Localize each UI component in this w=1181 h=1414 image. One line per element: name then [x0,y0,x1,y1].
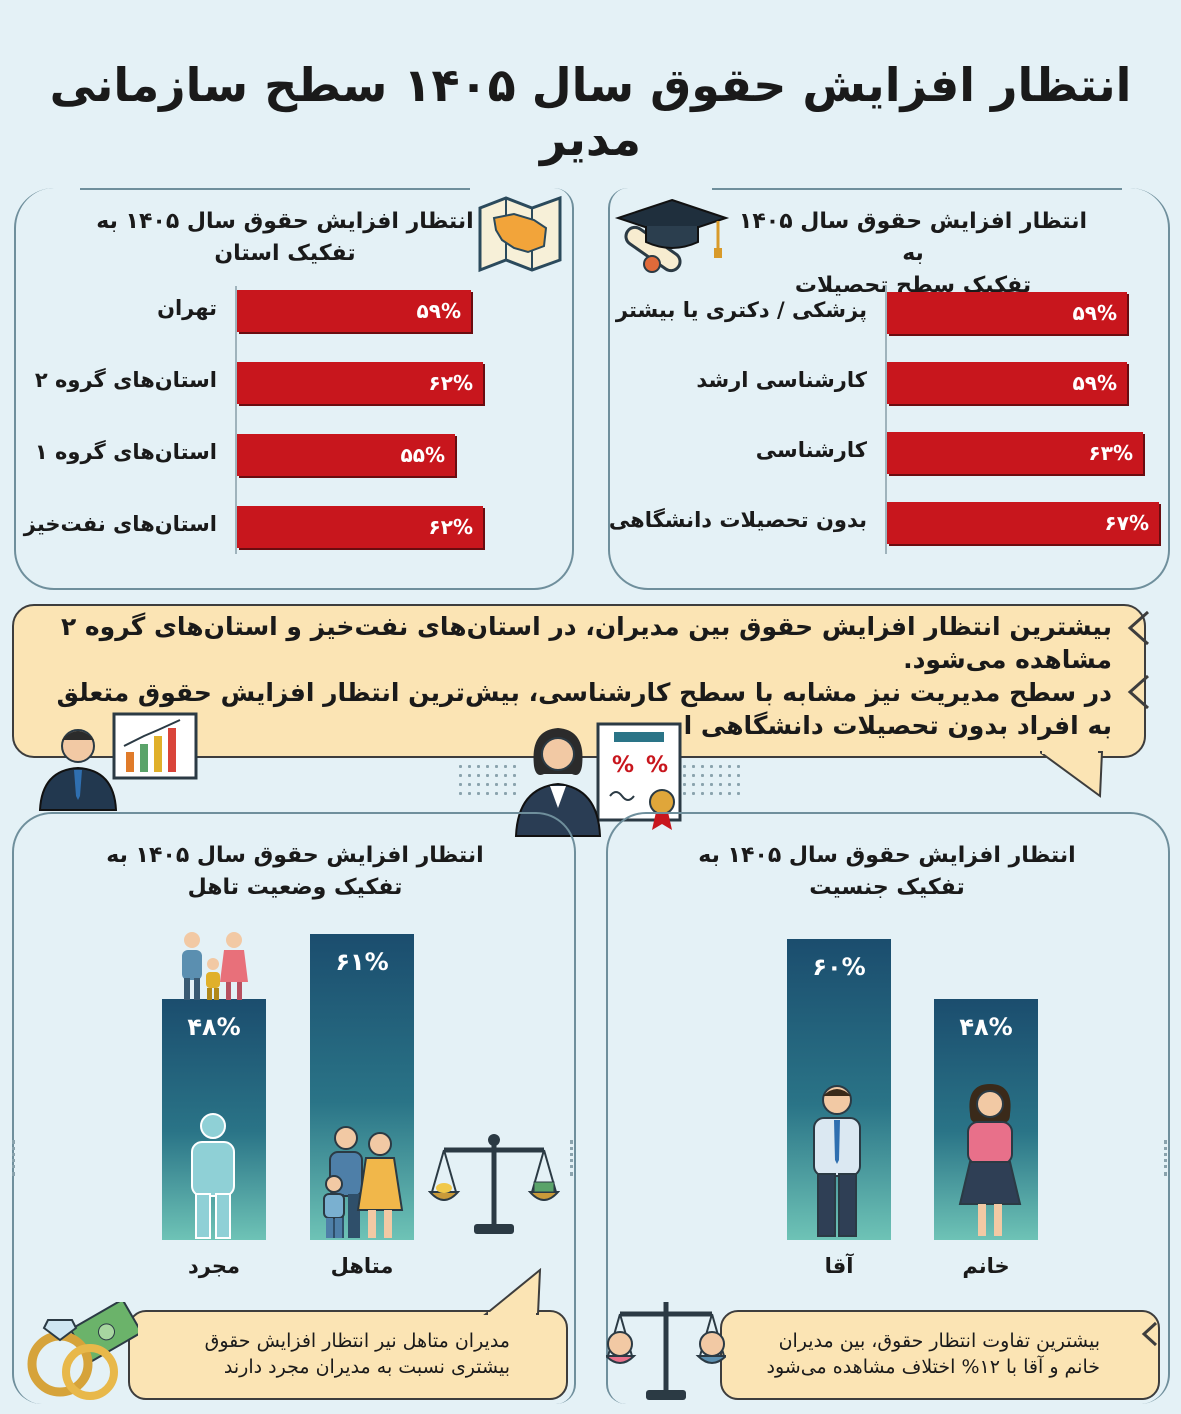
chevron-left-icon [1127,610,1149,646]
svg-text:%: % [612,753,634,778]
education-category-label: کارشناسی ارشد [696,368,867,392]
marital-bar-value: ۴۸% [187,1013,241,1041]
province-title-rule [80,188,470,190]
education-bar-value: ۵۹% [1072,301,1117,325]
province-bar: ۶۲% [237,362,483,404]
gender-category-label: آقا [824,1254,854,1278]
marital-note-text: مدیران متاهل نیر انتظار افزایش حقوق بیشت… [204,1330,510,1378]
marital-category-label: مجرد [188,1254,240,1278]
province-bar: ۵۵% [237,434,455,476]
province-bar: ۶۲% [237,506,483,548]
gender-category-label: خانم [962,1254,1010,1278]
province-bar-value: ۶۲% [428,515,473,539]
education-bar: ۶۳% [887,432,1143,474]
dotted-divider [570,1140,576,1176]
gender-note [720,1310,1160,1400]
education-bar: ۵۹% [887,362,1127,404]
education-title-rule [712,188,1122,190]
page-title: انتظار افزایش حقوق سال ۱۴۰۵ سطح سازمانی … [49,58,1132,166]
callout-paragraph-1: بیشترین انتظار افزایش حقوق بین مدیران، د… [60,612,1112,674]
woman-icon [958,1084,1022,1236]
single-person-icon [191,1113,235,1239]
svg-text:%: % [646,753,668,778]
note-tail [483,1268,542,1316]
education-category-label: بدون تحصیلات دانشگاهی [608,508,867,532]
gender-panel-frame [606,812,1170,1404]
businessman-chart-icon [38,712,198,811]
education-axis [885,286,887,554]
education-panel-title: انتظار افزایش حقوق سال ۱۴۰۵ به تفکیک سطح… [728,206,1098,302]
businesswoman-document-icon: % % [514,722,682,837]
marital-panel-frame [12,812,576,1404]
dot-pattern [456,762,516,798]
province-category-label: استان‌های نفت‌خیز [23,512,217,536]
marital-title-line2: تفکیک وضعیت تاهل [187,875,403,900]
iran-map-icon [478,195,562,273]
province-axis [235,286,237,554]
married-family-icon [323,1126,404,1238]
education-bar-value: ۶۳% [1088,441,1133,465]
province-title-line2: تفکیک استان [214,241,356,266]
chevron-left-icon [1141,1321,1158,1347]
education-bar: ۶۷% [887,502,1159,544]
balance-scale-icon [428,1134,560,1234]
summary-callout [12,604,1146,758]
gender-bar-value: ۴۸% [959,1013,1013,1041]
marital-bar-value: ۶۱% [335,948,389,976]
province-bar-value: ۵۵% [400,443,445,467]
education-bar: ۵۹% [887,292,1127,334]
graduation-cap-icon [614,198,730,273]
gender-title-line2: تفکیک جنسیت [809,875,965,900]
dotted-divider [1164,1140,1170,1176]
family-icon [182,932,248,1000]
education-title-line1: انتظار افزایش حقوق سال ۱۴۰۵ به [738,209,1088,266]
dot-pattern [680,762,740,798]
province-category-label: استان‌های گروه ۱ [34,440,217,464]
marital-title-line1: انتظار افزایش حقوق سال ۱۴۰۵ به [106,843,484,868]
man-icon [813,1085,861,1237]
gender-bar-value: ۶۰% [812,953,866,981]
province-category-label: استان‌های گروه ۲ [34,368,217,392]
gender-title-line1: انتظار افزایش حقوق سال ۱۴۰۵ به [698,843,1076,868]
chevron-left-icon [1127,674,1149,710]
education-bar-chart [0,0,1,1]
marital-category-label: متاهل [330,1254,394,1278]
rings-money-icon [27,1302,138,1400]
education-bar-value: ۶۷% [1104,511,1149,535]
province-category-label: تهران [157,296,217,320]
callout-tail [1040,750,1104,798]
province-panel-frame [14,188,574,590]
province-bar: ۵۹% [237,290,471,332]
education-bar-value: ۵۹% [1072,371,1117,395]
marital-panel-title: انتظار افزایش حقوق سال ۱۴۰۵ به تفکیک وضع… [100,840,490,904]
marital-note [128,1310,568,1400]
dotted-divider [12,1140,18,1176]
education-category-label: کارشناسی [755,438,867,462]
callout-paragraph-2: در سطح مدیریت نیز مشابه با سطح کارشناسی،… [56,678,1112,740]
gender-scale-icon [606,1302,726,1400]
province-title-line1: انتظار افزایش حقوق سال ۱۴۰۵ به [96,209,474,234]
gender-panel-title: انتظار افزایش حقوق سال ۱۴۰۵ به تفکیک جنس… [692,840,1082,904]
province-bar-value: ۵۹% [416,299,461,323]
education-panel-frame [608,188,1170,590]
province-panel-title: انتظار افزایش حقوق سال ۱۴۰۵ به تفکیک است… [90,206,480,270]
gender-note-text: بیشترین تفاوت انتظار حقوق، بین مدیران خا… [766,1330,1101,1378]
education-category-label: پزشکی / دکتری یا بیشتر [615,298,867,322]
province-bar-value: ۶۲% [428,371,473,395]
